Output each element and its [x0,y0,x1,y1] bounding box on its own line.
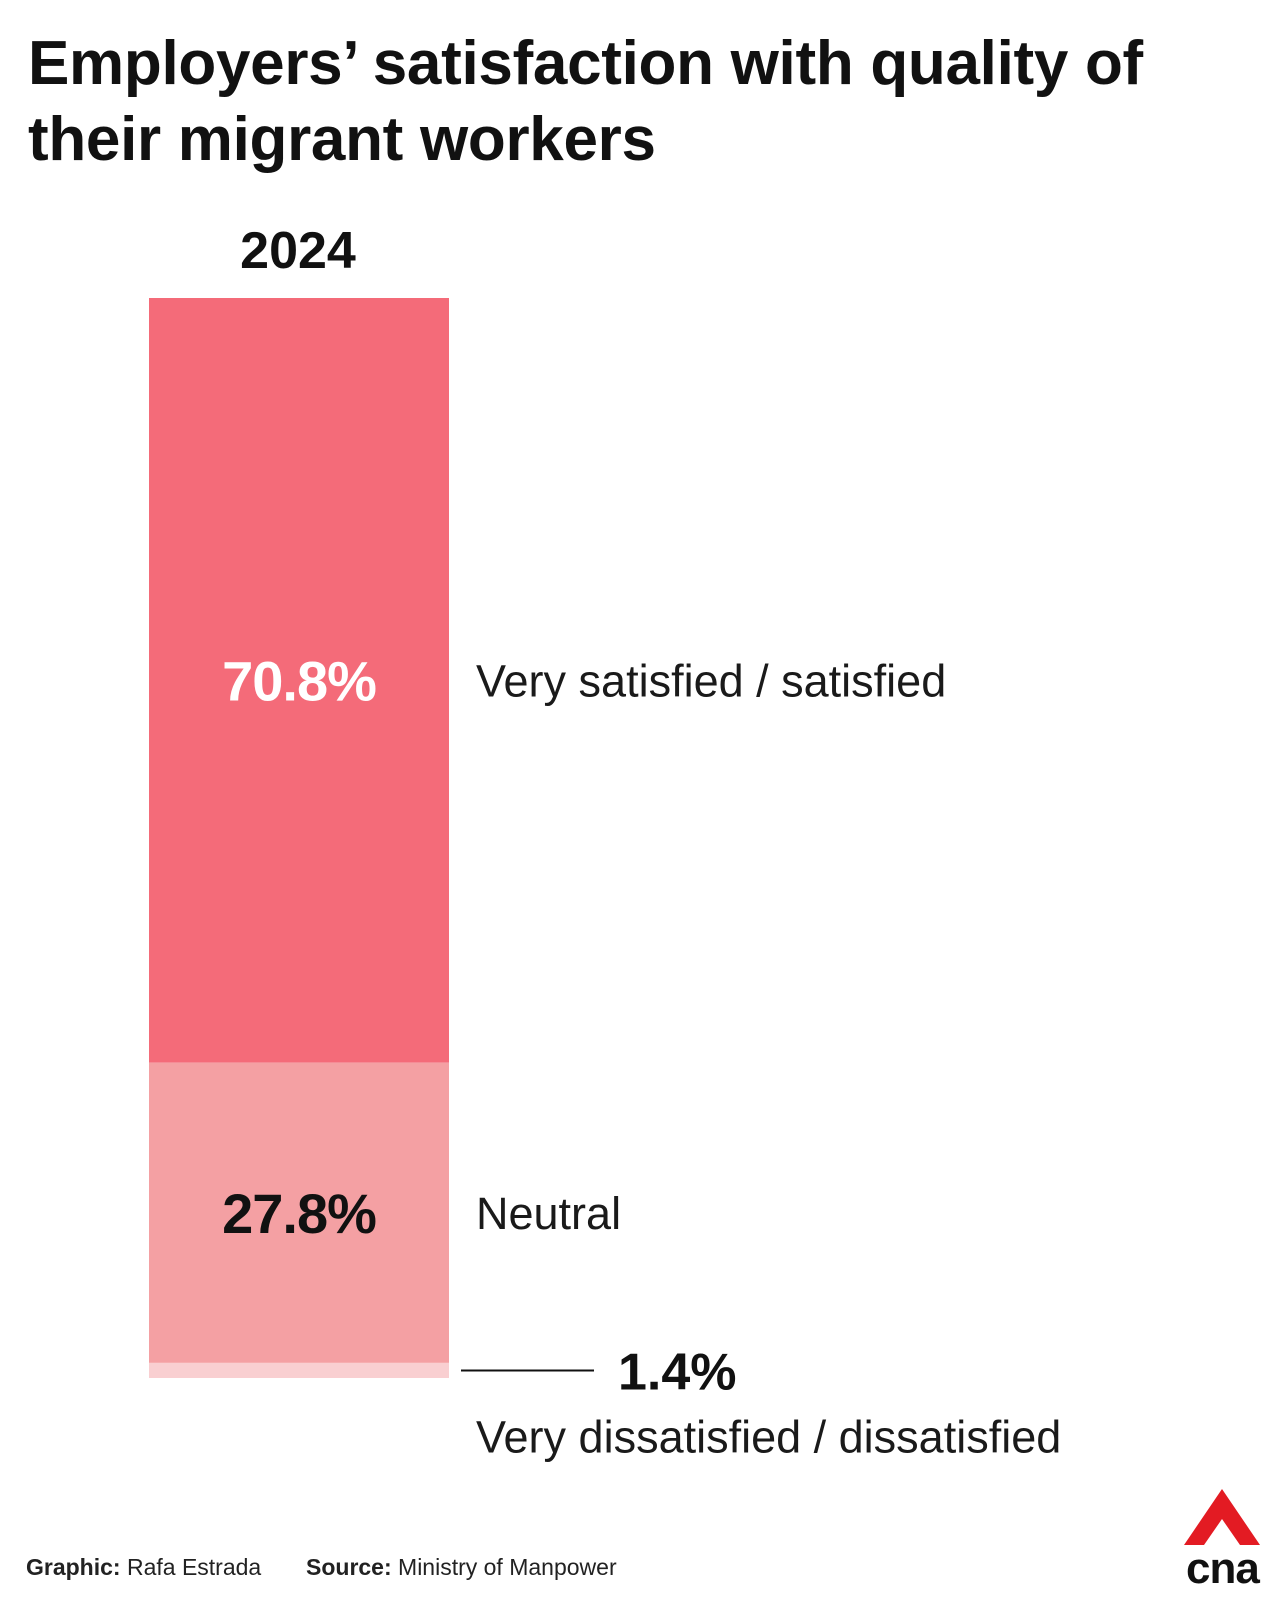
bar-labels: 70.8% Very satisfied / satisfied 27.8% Neut… [222,649,1061,1462]
chart-title: Employers’ satisfaction with quality of … [28,29,1143,174]
bar-segments [149,298,449,1378]
value-label-3: 1.4% [618,1343,737,1401]
category-label-1: Very satisfied / satisfied [476,655,946,706]
year-label: 2024 [240,222,356,280]
graphic-credit-value: Rafa Estrada [126,1554,262,1580]
bar-segment-1 [149,298,449,1063]
value-label-2: 27.8% [222,1182,376,1245]
category-label-3: Very dissatisfied / dissatisfied [476,1411,1061,1462]
footer-credits: Graphic: Rafa Estrada Source: Ministry o… [26,1553,617,1581]
cna-logo-icon [1184,1489,1260,1545]
graphic-credit-key: Graphic: [26,1554,121,1580]
cna-logo-text: cna [1186,1544,1260,1593]
source-value: Ministry of Manpower [398,1554,617,1580]
value-label-1: 70.8% [222,649,376,712]
source-key: Source: [306,1554,392,1580]
bar-segment-3 [149,1362,449,1378]
category-label-2: Neutral [476,1188,621,1239]
bar-segment-2 [149,1062,449,1363]
